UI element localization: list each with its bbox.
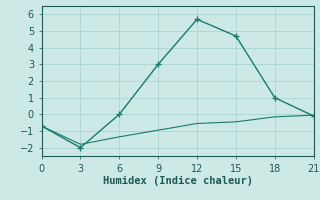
X-axis label: Humidex (Indice chaleur): Humidex (Indice chaleur) bbox=[103, 176, 252, 186]
